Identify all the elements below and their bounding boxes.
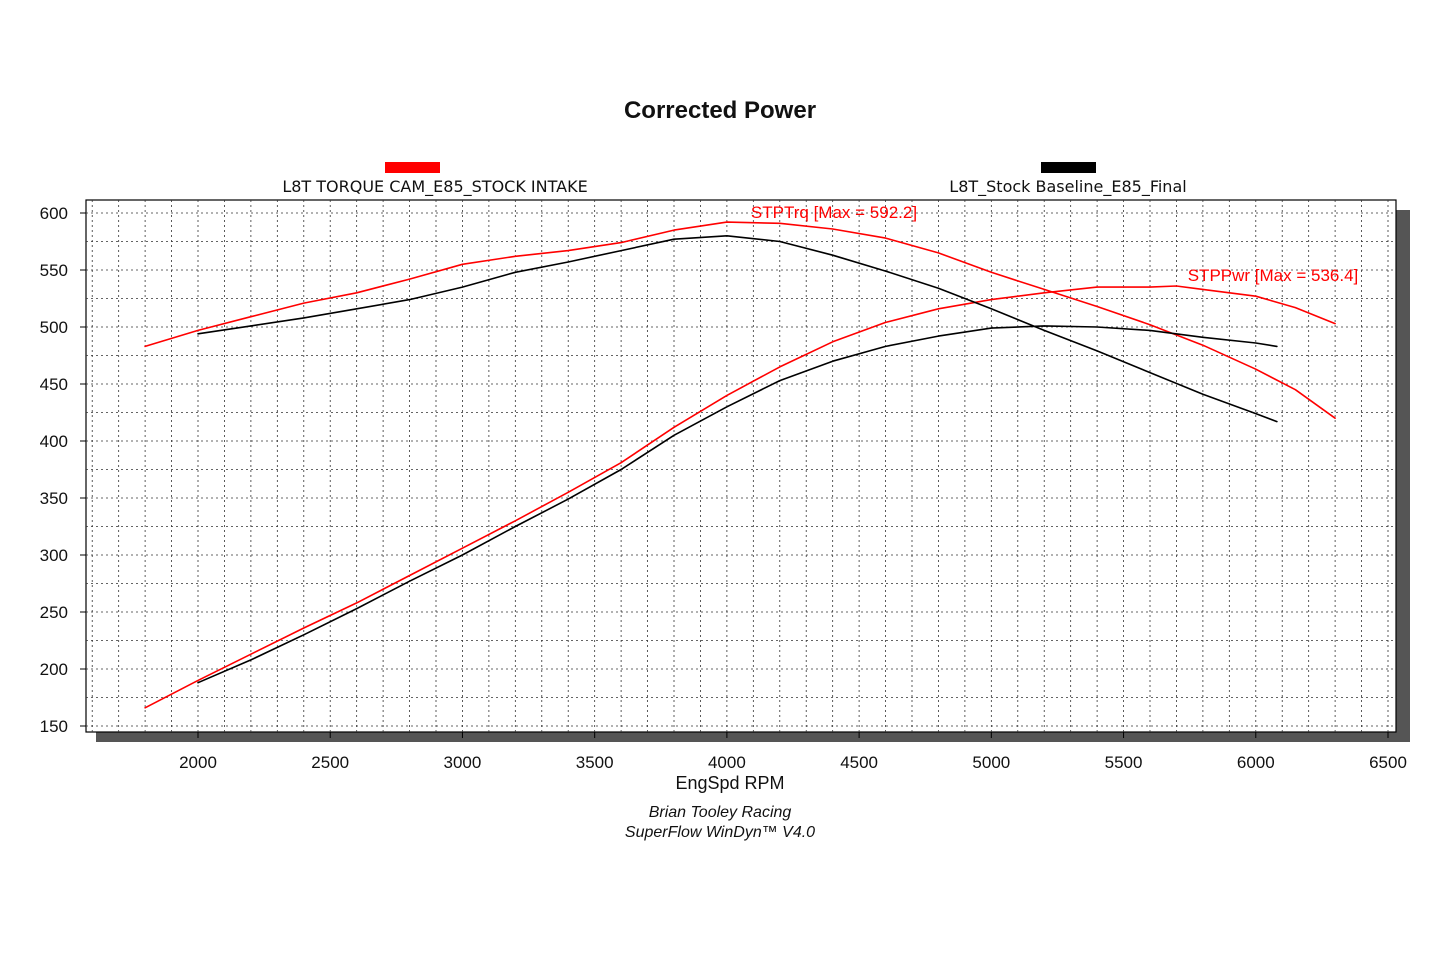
x-axis-label: EngSpd RPM (675, 773, 784, 793)
x-tick-label: 3000 (444, 753, 482, 772)
y-tick-label: 600 (40, 204, 68, 223)
legend-swatch (1041, 162, 1096, 173)
grid (86, 200, 1396, 732)
legend-label: L8T_Stock Baseline_E85_Final (949, 177, 1186, 197)
x-tick-label: 6500 (1369, 753, 1407, 772)
x-tick-label: 5000 (972, 753, 1010, 772)
legend: L8T TORQUE CAM_E85_STOCK INTAKE L8T_Stock… (282, 162, 1187, 197)
annotations: STPTrq [Max = 592.2] STPPwr [Max = 536.4] (751, 203, 1358, 285)
x-tick-label: 4500 (840, 753, 878, 772)
y-tick-label: 500 (40, 318, 68, 337)
legend-swatch (385, 162, 440, 173)
series-lines (144, 221, 1336, 709)
axis-ticks: 150 200 250 300 350 400 450 500 550 600 2000 2500 30… (40, 204, 1407, 772)
y-tick-label: 200 (40, 660, 68, 679)
x-tick-label: 4000 (708, 753, 746, 772)
y-tick-label: 550 (40, 261, 68, 280)
max-annotation: STPPwr [Max = 536.4] (1188, 266, 1359, 285)
x-tick-label: 5500 (1105, 753, 1143, 772)
y-tick-label: 150 (40, 717, 68, 736)
series-line-2 (144, 285, 1336, 709)
series-line-4 (197, 325, 1278, 684)
chart-title: Corrected Power (624, 97, 816, 124)
y-tick-label: 300 (40, 546, 68, 565)
footer-company: Brian Tooley Racing (649, 804, 792, 821)
plot-area (85, 199, 1397, 733)
x-tick-label: 2500 (311, 753, 349, 772)
x-tick-label: 2000 (179, 753, 217, 772)
max-annotation: STPTrq [Max = 592.2] (751, 203, 917, 222)
y-tick-label: 400 (40, 432, 68, 451)
x-tick-label: 6000 (1237, 753, 1275, 772)
series-line-1 (144, 221, 1336, 420)
series-line-3 (197, 235, 1278, 423)
y-tick-label: 250 (40, 603, 68, 622)
y-tick-label: 350 (40, 489, 68, 508)
x-tick-label: 3500 (576, 753, 614, 772)
footer-software: SuperFlow WinDyn™ V4.0 (625, 824, 815, 841)
y-tick-label: 450 (40, 375, 68, 394)
legend-label: L8T TORQUE CAM_E85_STOCK INTAKE (282, 177, 587, 197)
